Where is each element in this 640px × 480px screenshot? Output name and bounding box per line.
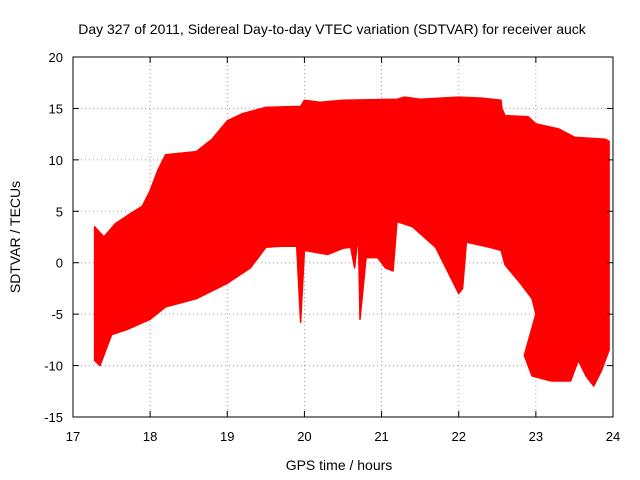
x-tick-label: 22 <box>451 429 465 444</box>
x-tick-label: 24 <box>606 429 620 444</box>
series-envelope-0 <box>93 96 610 387</box>
chart-title: Day 327 of 2011, Sidereal Day-to-day VTE… <box>78 21 587 37</box>
x-tick-label: 23 <box>529 429 543 444</box>
x-tick-label: 18 <box>143 429 157 444</box>
y-tick-label: 15 <box>49 101 63 116</box>
y-tick-label: -5 <box>51 307 63 322</box>
y-tick-label: 20 <box>49 50 63 65</box>
x-tick-label: 21 <box>374 429 388 444</box>
plot-frame <box>72 56 614 418</box>
x-tick-label: 19 <box>220 429 234 444</box>
x-tick-label: 20 <box>297 429 311 444</box>
y-tick-label: 5 <box>56 204 63 219</box>
y-tick-label: -15 <box>44 410 63 425</box>
y-axis-label: SDTVAR / TECUs <box>7 181 23 293</box>
y-tick-label: 0 <box>56 256 63 271</box>
data-layer <box>93 96 610 387</box>
x-axis-label: GPS time / hours <box>286 457 393 473</box>
y-tick-label: 10 <box>49 153 63 168</box>
y-tick-label: -10 <box>44 359 63 374</box>
axis-ticks: 17 18 19 20 21 22 23 24 -15 -10 -5 0 5 10 15 20 <box>44 50 620 444</box>
x-tick-label: 17 <box>66 429 80 444</box>
